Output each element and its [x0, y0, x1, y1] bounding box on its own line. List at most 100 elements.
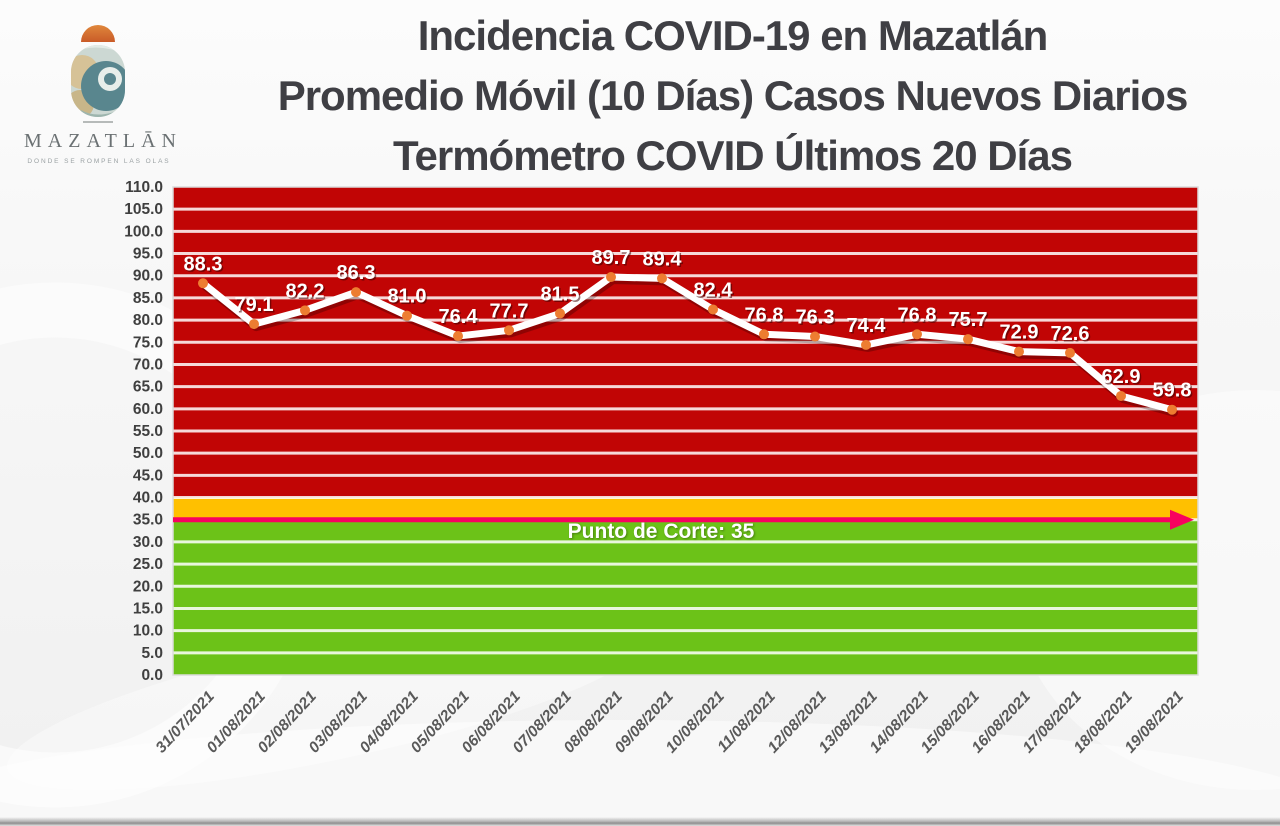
data-point-label-shadow: 81.0: [389, 287, 428, 309]
data-point-label-shadow: 82.2: [287, 282, 326, 304]
data-point-label: 76.8: [745, 304, 784, 326]
data-point-label: 72.9: [1000, 322, 1039, 344]
zone-yellow: [173, 497, 1198, 520]
data-point-label: 76.3: [796, 307, 835, 329]
data-point-marker: [657, 273, 667, 284]
data-point-marker: [453, 331, 463, 342]
series-line: [199, 273, 1176, 414]
y-tick-label: 50.0: [133, 445, 163, 462]
data-point-label: 77.7: [490, 300, 529, 322]
data-point-label: 75.7: [949, 309, 988, 331]
y-tick-label: 70.0: [133, 356, 163, 373]
data-point-label: 89.4: [643, 248, 683, 270]
y-tick-label: 110.0: [125, 179, 163, 196]
y-tick-label: 0.0: [141, 667, 163, 684]
data-point-label-shadow: 74.4: [848, 316, 888, 338]
data-point-marker: [402, 310, 412, 321]
y-tick-label: 25.0: [133, 556, 163, 573]
data-point-marker: [1167, 404, 1177, 415]
y-tick-label: 10.0: [133, 623, 163, 640]
y-tick-label: 55.0: [133, 423, 163, 440]
shell-icon: [71, 45, 125, 117]
data-point-label-shadow: 88.3: [185, 255, 224, 277]
data-point-marker: [810, 331, 820, 342]
y-tick-label: 60.0: [133, 401, 163, 418]
data-point-marker: [759, 329, 769, 340]
data-point-marker: [555, 308, 565, 319]
data-point-label-shadow: 82.4: [695, 281, 735, 303]
data-point-label: 89.7: [592, 247, 631, 269]
y-tick-label: 40.0: [133, 490, 163, 507]
y-tick-label: 105.0: [124, 201, 163, 218]
data-point-label: 88.3: [184, 253, 223, 275]
y-tick-label: 45.0: [133, 467, 163, 484]
data-point-marker: [1116, 390, 1126, 401]
cutoff-label: Punto de Corte: 35: [567, 520, 755, 543]
data-point-marker: [351, 287, 361, 298]
y-tick-label: 30.0: [133, 534, 163, 551]
data-point-marker: [963, 334, 973, 345]
chart-title-block: Incidencia COVID-19 en Mazatlán Promedio…: [195, 6, 1270, 186]
data-point-marker: [912, 329, 922, 340]
cutoff-arrow-icon: [1170, 509, 1194, 530]
slide-bottom-edge: [0, 817, 1280, 826]
data-point-marker: [1014, 346, 1024, 357]
data-point-label: 72.6: [1051, 323, 1090, 345]
data-point-label-shadow: 76.8: [746, 306, 785, 328]
y-tick-label: 35.0: [133, 512, 163, 529]
data-point-marker: [249, 319, 259, 330]
data-point-marker: [606, 272, 616, 283]
data-point-label: 62.9: [1102, 366, 1141, 388]
data-point-label-shadow: 72.6: [1052, 324, 1091, 346]
y-tick-label: 80.0: [133, 312, 163, 329]
y-tick-label: 95.0: [133, 246, 163, 263]
y-tick-label: 90.0: [133, 268, 163, 285]
data-point-label: 59.8: [1153, 380, 1192, 402]
data-point-label: 82.4: [694, 279, 734, 301]
data-point-label: 81.5: [541, 283, 580, 305]
data-point-label: 76.8: [898, 304, 937, 326]
data-point-label-shadow: 62.9: [1103, 367, 1142, 389]
data-point-label-shadow: 72.9: [1001, 323, 1040, 345]
data-point-label-shadow: 76.4: [440, 308, 480, 330]
y-tick-label: 65.0: [133, 379, 163, 396]
data-point-label-shadow: 79.1: [236, 296, 275, 318]
logo-name: MAZATLĀN: [24, 130, 182, 152]
y-tick-label: 75.0: [133, 334, 163, 351]
data-point-label: 74.4: [847, 315, 887, 337]
data-point-label-shadow: 76.3: [797, 308, 836, 330]
logo-tagline: DONDE SE ROMPEN LAS OLAS: [27, 158, 171, 165]
data-point-label-shadow: 77.7: [491, 302, 530, 324]
y-tick-label: 5.0: [141, 645, 163, 662]
sun-icon: [81, 25, 115, 42]
data-point-label: 86.3: [337, 262, 376, 284]
mazatlan-logo-mark: [71, 25, 125, 123]
zone-green: [173, 519, 1198, 675]
data-point-label: 79.1: [235, 294, 274, 316]
data-point-marker: [1065, 347, 1075, 358]
data-point-label: 76.4: [439, 306, 479, 328]
data-point-label-shadow: 59.8: [1154, 381, 1193, 403]
data-point-marker: [198, 278, 208, 289]
y-tick-label: 15.0: [133, 600, 163, 617]
plot-border: [172, 186, 1199, 676]
data-point-label-shadow: 75.7: [950, 311, 989, 333]
data-point-marker: [300, 305, 310, 316]
data-point-marker: [861, 339, 871, 350]
data-point-label: 81.0: [388, 286, 427, 308]
data-point-label-shadow: 81.5: [542, 285, 581, 307]
mazatlan-logo: MAZATLĀN DONDE SE ROMPEN LAS OLAS: [18, 12, 178, 165]
y-tick-label: 100.0: [124, 223, 163, 240]
data-point-label-shadow: 76.8: [899, 306, 938, 328]
data-point-marker: [708, 304, 718, 315]
title-line-1: Incidencia COVID-19 en Mazatlán: [417, 12, 1049, 59]
y-tick-label: 20.0: [133, 578, 163, 595]
title-line-2: Promedio Móvil (10 Días) Casos Nuevos Di…: [277, 72, 1189, 119]
data-point-label-shadow: 89.4: [644, 250, 684, 272]
y-tick-label: 85.0: [133, 290, 163, 307]
title-line-3: Termómetro COVID Últimos 20 Días: [392, 132, 1073, 179]
data-point-marker: [504, 325, 514, 336]
data-point-label: 82.2: [286, 280, 325, 302]
